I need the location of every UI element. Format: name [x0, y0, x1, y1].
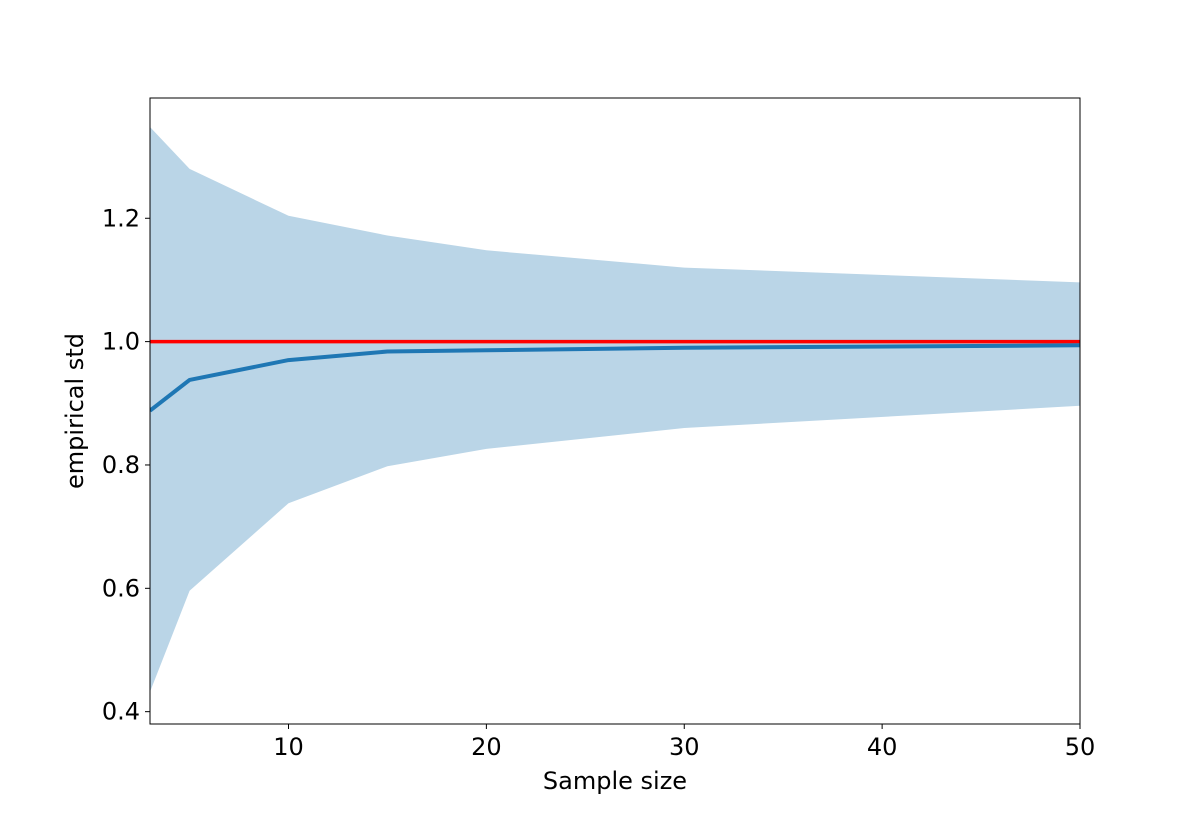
- x-axis: 10 20 30 40 50: [273, 724, 1095, 761]
- mean-std-line: [150, 343, 1080, 413]
- y-tick-label: 0.8: [102, 451, 140, 479]
- x-tick-label: 40: [867, 733, 898, 761]
- y-tick-label: 1.2: [102, 204, 140, 232]
- x-tick-label: 30: [669, 733, 700, 761]
- y-tick-label: 0.6: [102, 574, 140, 602]
- confidence-band: [150, 127, 1080, 692]
- x-tick-label: 20: [471, 733, 502, 761]
- y-tick-label: 1.0: [102, 328, 140, 356]
- axes-frame: [149, 97, 1081, 725]
- x-axis-label: Sample size: [543, 767, 687, 795]
- y-axis: 0.4 0.6 0.8 1.0 1.2: [102, 204, 150, 726]
- x-tick-label: 10: [273, 733, 304, 761]
- plot-area: [150, 127, 1080, 692]
- y-tick-label: 0.4: [102, 698, 140, 726]
- x-tick-label: 50: [1065, 733, 1096, 761]
- y-axis-label: empirical std: [61, 333, 89, 489]
